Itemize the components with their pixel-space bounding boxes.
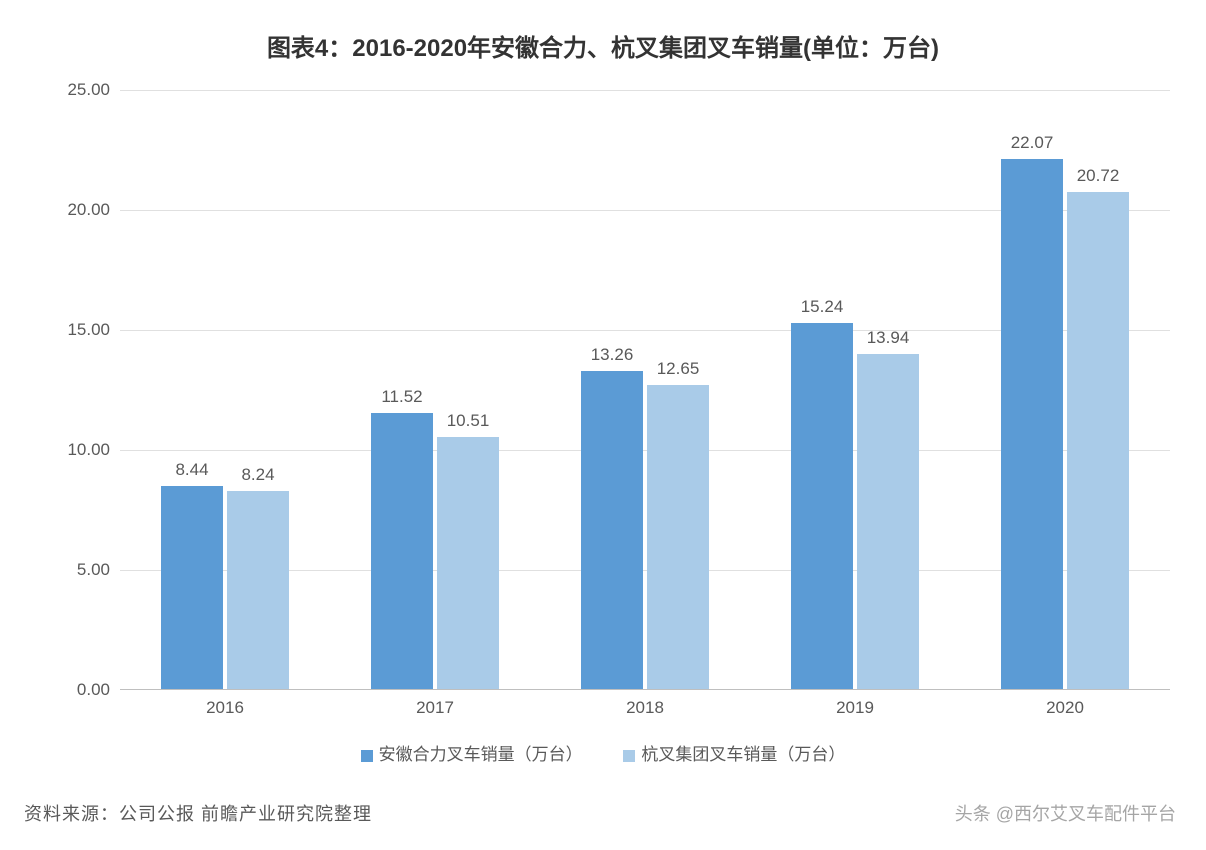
- bar-value-label: 13.94: [867, 328, 910, 348]
- y-axis-tick: 5.00: [50, 560, 110, 580]
- bar-series1: [1067, 192, 1129, 689]
- bar-value-label: 10.51: [447, 411, 490, 431]
- y-axis-tick: 15.00: [50, 320, 110, 340]
- bar-series1: [647, 385, 709, 689]
- legend: 安徽合力叉车销量（万台） 杭叉集团叉车销量（万台）: [0, 740, 1206, 765]
- legend-item-0: 安徽合力叉车销量（万台）: [361, 740, 583, 765]
- x-axis-tick: 2016: [206, 698, 244, 718]
- bar-value-label: 8.24: [241, 465, 274, 485]
- bar-value-label: 12.65: [657, 359, 700, 379]
- watermark: 头条 @西尔艾叉车配件平台: [955, 800, 1176, 826]
- legend-label-0: 安徽合力叉车销量（万台）: [379, 745, 583, 764]
- bar-series1: [437, 437, 499, 689]
- x-axis-tick: 2020: [1046, 698, 1084, 718]
- legend-swatch-0: [361, 750, 373, 762]
- bar-value-label: 20.72: [1077, 166, 1120, 186]
- legend-label-1: 杭叉集团叉车销量（万台）: [641, 745, 845, 764]
- bar-value-label: 13.26: [591, 345, 634, 365]
- legend-swatch-1: [623, 750, 635, 762]
- x-axis-tick: 2019: [836, 698, 874, 718]
- legend-item-1: 杭叉集团叉车销量（万台）: [623, 740, 845, 765]
- bar-series1: [227, 491, 289, 689]
- bar-value-label: 22.07: [1011, 133, 1054, 153]
- chart-area: 8.44 8.24 11.52 10.51 13.26 12.65 15.24 13.94 22…: [50, 90, 1170, 720]
- y-axis-tick: 20.00: [50, 200, 110, 220]
- y-axis-tick: 0.00: [50, 680, 110, 700]
- bar-series0: [161, 486, 223, 689]
- source-footer: 资料来源：公司公报 前瞻产业研究院整理: [24, 800, 372, 826]
- bar-series0: [1001, 159, 1063, 689]
- y-axis-tick: 10.00: [50, 440, 110, 460]
- gridline: [120, 90, 1170, 91]
- y-axis-tick: 25.00: [50, 80, 110, 100]
- x-axis-tick: 2018: [626, 698, 664, 718]
- bar-series1: [857, 354, 919, 689]
- bar-value-label: 8.44: [175, 460, 208, 480]
- bar-value-label: 15.24: [801, 297, 844, 317]
- x-axis-tick: 2017: [416, 698, 454, 718]
- bar-series0: [371, 413, 433, 689]
- chart-title: 图表4：2016-2020年安徽合力、杭叉集团叉车销量(单位：万台): [0, 0, 1206, 63]
- bar-series0: [581, 371, 643, 689]
- bar-value-label: 11.52: [381, 387, 422, 407]
- plot-region: 8.44 8.24 11.52 10.51 13.26 12.65 15.24 13.94 22…: [120, 90, 1170, 690]
- bar-series0: [791, 323, 853, 689]
